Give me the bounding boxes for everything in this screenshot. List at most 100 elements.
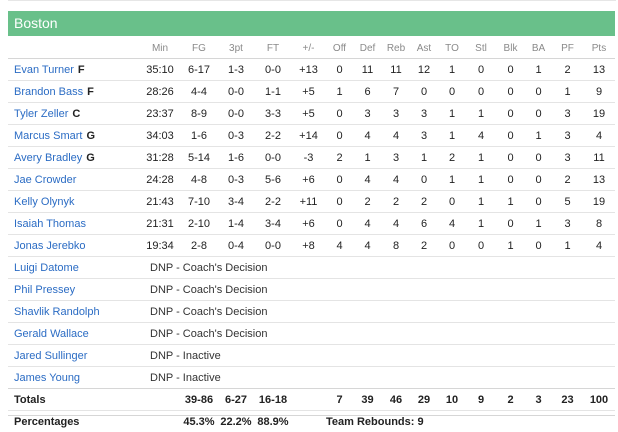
player-cell: Phil Pressey	[8, 279, 139, 301]
stat-pf: 2	[552, 169, 583, 191]
stat-blk: 0	[496, 59, 525, 81]
stat-plus-minus: +5	[291, 103, 326, 125]
total-blk: 2	[496, 389, 525, 411]
stat-ba: 0	[525, 235, 552, 257]
stat-def: 4	[353, 213, 382, 235]
player-link[interactable]: Jared Sullinger	[14, 350, 87, 362]
player-position: G	[86, 130, 95, 142]
stat-3pt: 0-3	[217, 169, 255, 191]
stat-fg: 2-8	[181, 235, 217, 257]
stat-off: 0	[326, 191, 353, 213]
stat-def: 1	[353, 147, 382, 169]
stat-to: 1	[438, 169, 466, 191]
team-name: Boston	[14, 15, 58, 31]
stat-pts: 8	[583, 213, 615, 235]
player-cell: Jonas Jerebko	[8, 235, 139, 257]
stat-stl: 1	[466, 147, 496, 169]
total-min	[139, 389, 181, 411]
team-header: Boston	[8, 11, 615, 36]
player-link[interactable]: Kelly Olynyk	[14, 196, 75, 208]
percentages-label: Percentages	[8, 411, 139, 432]
stat-ba: 1	[525, 125, 552, 147]
dnp-status: DNP - Coach's Decision	[139, 257, 615, 279]
stat-reb: 3	[382, 103, 410, 125]
stat-off: 2	[326, 147, 353, 169]
player-link[interactable]: Marcus Smart	[14, 130, 82, 142]
header-def: Def	[353, 38, 382, 59]
stat-stl: 4	[466, 125, 496, 147]
pct-fg: 45.3%	[181, 411, 217, 432]
stat-def: 2	[353, 191, 382, 213]
stat-stl: 0	[466, 81, 496, 103]
stat-ba: 0	[525, 81, 552, 103]
stat-ft: 0-0	[255, 235, 291, 257]
pct-3pt: 22.2%	[217, 411, 255, 432]
player-link[interactable]: Phil Pressey	[14, 284, 75, 296]
player-cell: Isaiah Thomas	[8, 213, 139, 235]
stat-off: 1	[326, 81, 353, 103]
header-player	[8, 38, 139, 59]
player-link[interactable]: Avery Bradley	[14, 152, 82, 164]
stat-min: 31:28	[139, 147, 181, 169]
stat-pf: 3	[552, 103, 583, 125]
stat-reb: 4	[382, 213, 410, 235]
player-link[interactable]: Evan Turner	[14, 64, 74, 76]
stat-pf: 3	[552, 147, 583, 169]
header-blk: Blk	[496, 38, 525, 59]
player-link[interactable]: Jonas Jerebko	[14, 240, 86, 252]
player-link[interactable]: Shavlik Randolph	[14, 306, 100, 318]
player-cell: Avery Bradley G	[8, 147, 139, 169]
stat-off: 0	[326, 169, 353, 191]
stat-stl: 0	[466, 235, 496, 257]
stat-blk: 0	[496, 213, 525, 235]
stat-min: 34:03	[139, 125, 181, 147]
stat-3pt: 1-3	[217, 59, 255, 81]
stat-reb: 4	[382, 169, 410, 191]
stat-pts: 4	[583, 235, 615, 257]
header-3pt: 3pt	[217, 38, 255, 59]
header-reb: Reb	[382, 38, 410, 59]
total-ba: 3	[525, 389, 552, 411]
total-reb: 46	[382, 389, 410, 411]
stat-pts: 13	[583, 169, 615, 191]
stat-min: 23:37	[139, 103, 181, 125]
stat-reb: 8	[382, 235, 410, 257]
player-link[interactable]: Gerald Wallace	[14, 328, 89, 340]
stat-stl: 1	[466, 213, 496, 235]
stat-to: 0	[438, 235, 466, 257]
stat-def: 4	[353, 169, 382, 191]
total-pf: 23	[552, 389, 583, 411]
stat-blk: 0	[496, 81, 525, 103]
player-link[interactable]: James Young	[14, 372, 80, 384]
team-rebounds: Team Rebounds: 9	[326, 411, 615, 432]
player-link[interactable]: Isaiah Thomas	[14, 218, 86, 230]
dnp-status: DNP - Coach's Decision	[139, 323, 615, 345]
stat-fg: 5-14	[181, 147, 217, 169]
stat-pts: 9	[583, 81, 615, 103]
header-off: Off	[326, 38, 353, 59]
stat-plus-minus: +13	[291, 59, 326, 81]
stat-plus-minus: +14	[291, 125, 326, 147]
stat-pts: 13	[583, 59, 615, 81]
player-link[interactable]: Luigi Datome	[14, 262, 79, 274]
table-row: Gerald Wallace DNP - Coach's Decision	[8, 323, 615, 345]
player-link[interactable]: Brandon Bass	[14, 86, 83, 98]
player-link[interactable]: Jae Crowder	[14, 174, 76, 186]
stat-ba: 0	[525, 147, 552, 169]
stat-fg: 6-17	[181, 59, 217, 81]
stat-ast: 2	[410, 235, 438, 257]
player-link[interactable]: Tyler Zeller	[14, 108, 68, 120]
stat-off: 0	[326, 103, 353, 125]
player-position: G	[86, 152, 95, 164]
stat-ft: 0-0	[255, 59, 291, 81]
stat-min: 28:26	[139, 81, 181, 103]
stat-ft: 5-6	[255, 169, 291, 191]
